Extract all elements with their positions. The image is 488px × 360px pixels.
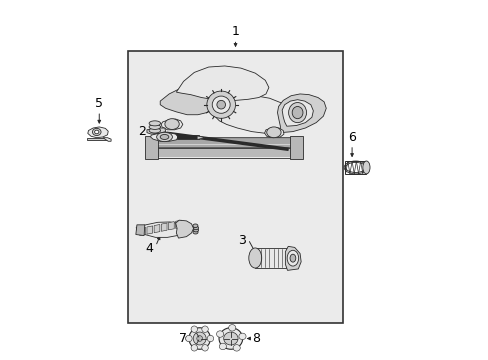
Polygon shape xyxy=(154,225,160,233)
Ellipse shape xyxy=(192,224,198,228)
Ellipse shape xyxy=(216,331,223,337)
Polygon shape xyxy=(175,220,181,228)
Ellipse shape xyxy=(196,336,202,341)
Polygon shape xyxy=(175,220,193,238)
Ellipse shape xyxy=(344,161,366,174)
Ellipse shape xyxy=(191,345,197,351)
Text: 8: 8 xyxy=(251,332,259,345)
Text: 4: 4 xyxy=(145,242,153,255)
Bar xyxy=(255,248,289,268)
Ellipse shape xyxy=(193,230,198,234)
Polygon shape xyxy=(147,128,165,134)
Polygon shape xyxy=(147,226,152,234)
Polygon shape xyxy=(161,119,183,130)
Polygon shape xyxy=(160,89,214,115)
Bar xyxy=(128,51,343,323)
Polygon shape xyxy=(87,138,109,140)
Ellipse shape xyxy=(286,250,298,266)
Polygon shape xyxy=(161,223,167,231)
Polygon shape xyxy=(140,227,145,235)
Ellipse shape xyxy=(94,130,99,134)
Polygon shape xyxy=(147,138,301,148)
Ellipse shape xyxy=(185,335,192,342)
Polygon shape xyxy=(282,100,313,126)
Text: 7: 7 xyxy=(179,332,187,345)
Ellipse shape xyxy=(193,332,206,345)
Text: 2: 2 xyxy=(138,125,145,138)
Ellipse shape xyxy=(266,127,281,138)
Ellipse shape xyxy=(223,332,238,345)
Polygon shape xyxy=(176,66,268,100)
Ellipse shape xyxy=(149,125,160,130)
Ellipse shape xyxy=(212,96,230,113)
Ellipse shape xyxy=(156,132,172,141)
Ellipse shape xyxy=(207,335,213,342)
Ellipse shape xyxy=(345,162,365,172)
Ellipse shape xyxy=(288,103,306,123)
Polygon shape xyxy=(289,136,303,159)
Ellipse shape xyxy=(202,345,208,351)
Ellipse shape xyxy=(149,128,160,133)
Text: 5: 5 xyxy=(95,97,103,110)
Ellipse shape xyxy=(193,226,198,230)
Polygon shape xyxy=(102,138,111,141)
Text: 1: 1 xyxy=(231,25,239,39)
Ellipse shape xyxy=(191,326,197,332)
Polygon shape xyxy=(264,128,284,138)
Ellipse shape xyxy=(292,107,303,119)
Ellipse shape xyxy=(193,228,198,232)
Polygon shape xyxy=(136,225,144,235)
Polygon shape xyxy=(144,136,158,159)
Polygon shape xyxy=(136,222,183,237)
Ellipse shape xyxy=(219,343,226,350)
Polygon shape xyxy=(168,222,174,230)
Ellipse shape xyxy=(206,91,235,118)
Polygon shape xyxy=(150,133,178,141)
Ellipse shape xyxy=(188,328,210,349)
Ellipse shape xyxy=(362,161,369,174)
Ellipse shape xyxy=(160,134,168,139)
Text: 6: 6 xyxy=(347,131,355,144)
Ellipse shape xyxy=(239,333,245,339)
Ellipse shape xyxy=(233,345,240,351)
Ellipse shape xyxy=(217,100,225,109)
Ellipse shape xyxy=(164,119,179,130)
Ellipse shape xyxy=(248,248,261,268)
Ellipse shape xyxy=(202,326,208,332)
Polygon shape xyxy=(147,148,301,158)
Polygon shape xyxy=(285,246,301,270)
Polygon shape xyxy=(88,127,108,138)
Ellipse shape xyxy=(289,254,295,262)
Ellipse shape xyxy=(92,129,101,135)
Ellipse shape xyxy=(228,325,235,331)
Ellipse shape xyxy=(219,328,242,349)
Polygon shape xyxy=(214,96,300,134)
Polygon shape xyxy=(197,136,204,139)
Polygon shape xyxy=(277,94,325,133)
Ellipse shape xyxy=(149,121,160,126)
Text: 3: 3 xyxy=(238,234,246,247)
